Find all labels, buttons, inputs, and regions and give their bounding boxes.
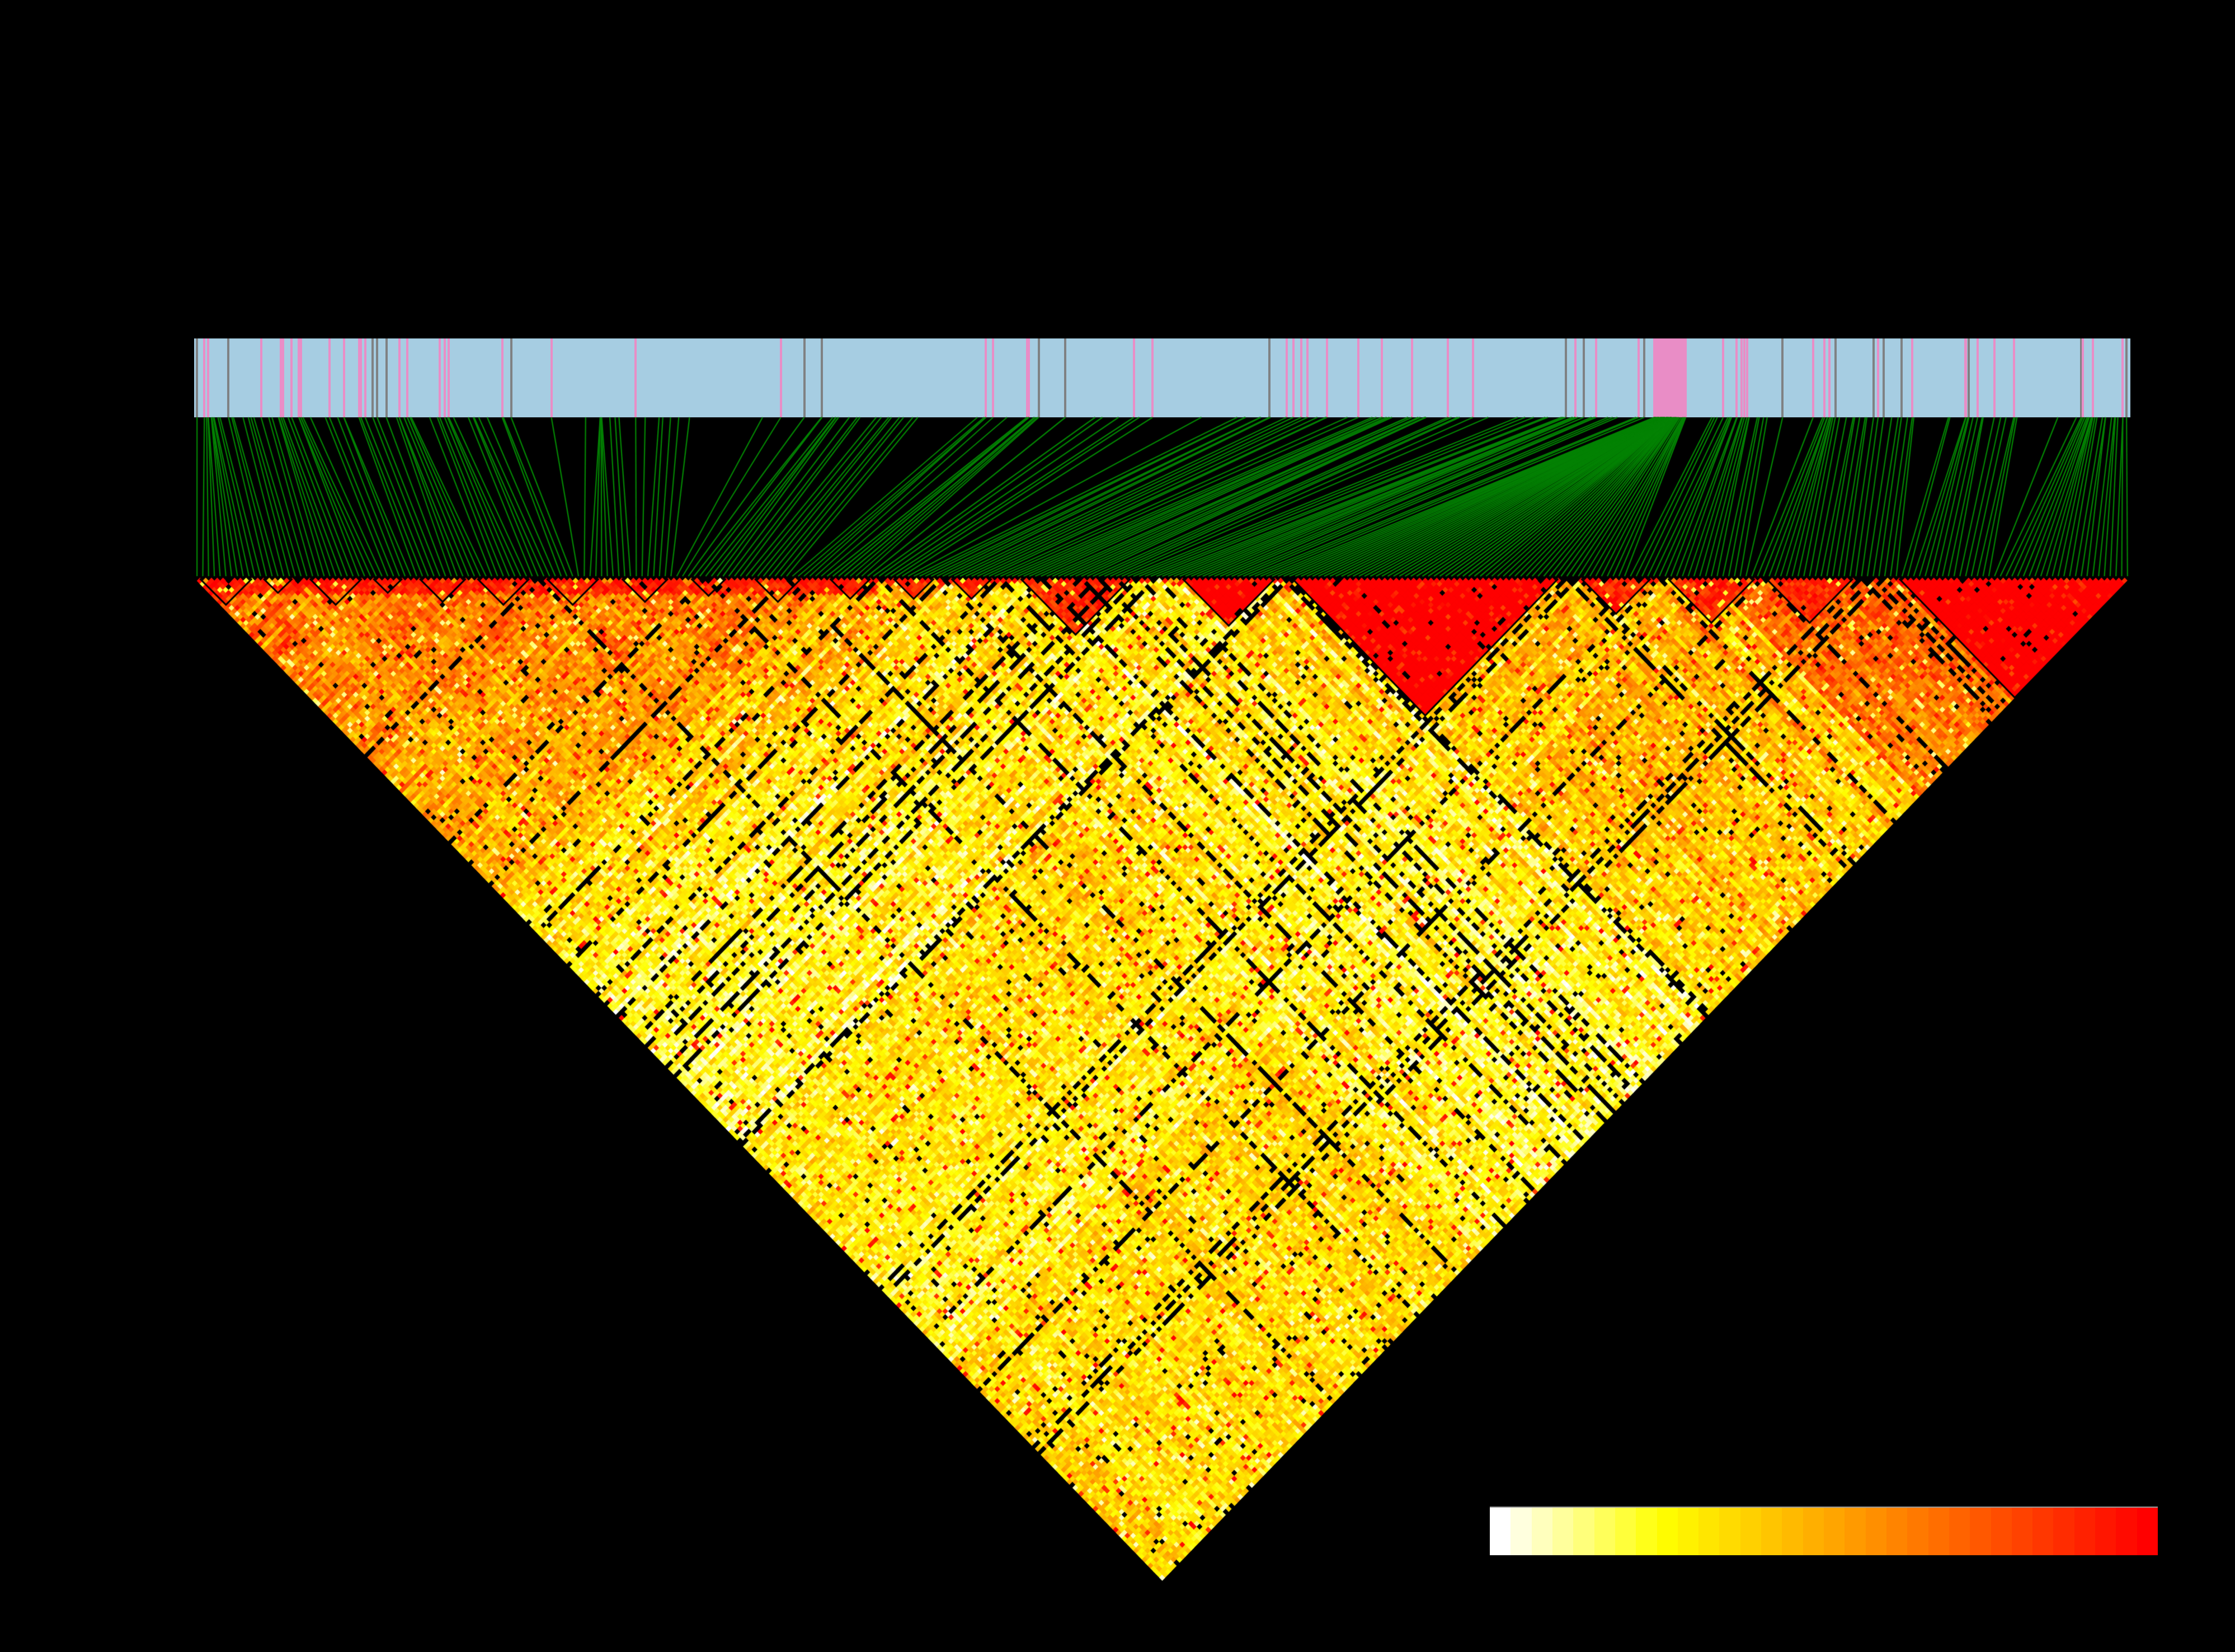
color-key-segment [2116, 1508, 2137, 1555]
color-key-segment [1594, 1508, 1615, 1555]
color-key-segment [1845, 1508, 1866, 1555]
color-key-segment [1636, 1508, 1657, 1555]
color-key-segment [1573, 1508, 1594, 1555]
color-key-segment [1782, 1508, 1803, 1555]
color-key-segment [1824, 1508, 1845, 1555]
color-key-segment [1907, 1508, 1928, 1555]
color-key-segment [1928, 1508, 1949, 1555]
color-key-segment [2032, 1508, 2054, 1555]
color-key-segment [1970, 1508, 1991, 1555]
color-key-segment [1531, 1508, 1552, 1555]
color-key-segment [1865, 1508, 1886, 1555]
color-key-segment [2011, 1508, 2033, 1555]
color-key-segment [2095, 1508, 2116, 1555]
color-key-segment [1677, 1508, 1699, 1555]
color-key-segment [1761, 1508, 1782, 1555]
color-key-segment [1991, 1508, 2012, 1555]
color-key-segment [1490, 1508, 1511, 1555]
color-key-segment [1740, 1508, 1762, 1555]
color-key-segment [2053, 1508, 2074, 1555]
color-key-segment [1803, 1508, 1824, 1555]
color-key-segment [1615, 1508, 1636, 1555]
color-key-segment [1511, 1508, 1532, 1555]
color-key-segment [1698, 1508, 1720, 1555]
color-key-segment [2137, 1508, 2158, 1555]
color-key-segment [1552, 1508, 1574, 1555]
color-key-segment [1949, 1508, 1970, 1555]
color-key-segment [1657, 1508, 1678, 1555]
color-key-segment [1719, 1508, 1740, 1555]
color-key-segment [1886, 1508, 1908, 1555]
color-key-legend [1490, 1507, 2158, 1555]
color-key-segment [2074, 1508, 2096, 1555]
